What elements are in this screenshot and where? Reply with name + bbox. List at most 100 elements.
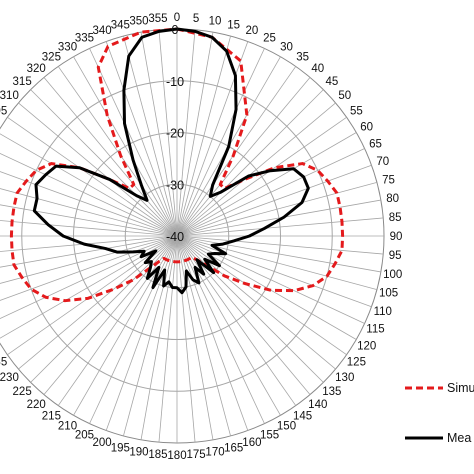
- polar-grid: [0, 28, 385, 444]
- grid-spoke: [176, 41, 249, 237]
- grid-spoke: [176, 235, 347, 356]
- angle-tick-label: 60: [360, 122, 373, 134]
- angle-tick-label: 10: [209, 15, 222, 27]
- legend-label-1: Simu: [447, 381, 474, 395]
- grid-spoke: [176, 32, 214, 237]
- angle-tick-label: 85: [389, 212, 402, 224]
- angle-tick-label: 190: [129, 447, 148, 459]
- angle-tick-label: 145: [293, 410, 312, 422]
- angle-tick-label: 90: [390, 231, 403, 243]
- angle-tick-label: 340: [93, 25, 112, 37]
- angle-tick-label: 35: [296, 52, 309, 64]
- radial-tick-label: -30: [166, 178, 184, 192]
- grid-spoke: [0, 133, 178, 237]
- grid-spoke: [7, 116, 178, 237]
- angle-tick-label: 170: [205, 447, 224, 459]
- angle-tick-label: 305: [0, 105, 7, 117]
- grid-spoke: [73, 56, 178, 237]
- grid-spoke: [30, 89, 178, 237]
- grid-spoke: [140, 32, 178, 237]
- grid-spoke: [30, 235, 178, 383]
- angle-tick-label: 160: [242, 437, 261, 449]
- grid-spoke: [0, 235, 178, 268]
- series-line-1: [9, 27, 345, 303]
- grid-spoke: [0, 220, 178, 237]
- grid-spoke: [176, 199, 381, 237]
- grid-spoke: [176, 235, 249, 431]
- angle-tick-label: 325: [42, 52, 61, 64]
- angle-tick-label: 335: [75, 33, 94, 45]
- angle-tick-label: 355: [148, 13, 167, 25]
- angle-tick-label: 200: [93, 437, 112, 449]
- angle-tick-label: 5: [193, 13, 199, 25]
- grid-spoke: [0, 204, 178, 237]
- angle-tick-label: 155: [260, 429, 279, 441]
- angle-tick-label: 30: [280, 41, 293, 53]
- grid-spoke: [176, 235, 365, 324]
- radial-tick-label: -40: [166, 230, 184, 244]
- angle-tick-label: 185: [148, 449, 167, 461]
- grid-spoke: [176, 48, 265, 237]
- grid-spoke: [176, 35, 231, 237]
- grid-spoke: [176, 77, 311, 237]
- series-line-2: [32, 27, 310, 295]
- angle-tick-label: 15: [227, 19, 240, 31]
- legend-label-2: Mea: [447, 431, 471, 445]
- angle-tick-label: 230: [0, 372, 19, 384]
- angle-tick-label: 25: [263, 33, 276, 45]
- angle-tick-label: 150: [277, 421, 296, 433]
- angle-tick-label: 225: [13, 386, 32, 398]
- angle-tick-label: 115: [366, 324, 384, 336]
- grid-spoke: [176, 182, 378, 237]
- radial-tick-label: -10: [166, 75, 184, 89]
- grid-spoke: [18, 102, 178, 237]
- grid-spoke: [0, 235, 178, 284]
- angle-tick-label: 105: [379, 288, 398, 300]
- angle-tick-label: 235: [0, 357, 7, 369]
- angle-tick-label: 180: [167, 450, 186, 462]
- grid-spoke: [176, 29, 196, 237]
- grid-spoke: [158, 235, 178, 443]
- angle-tick-label: 220: [27, 399, 46, 411]
- grid-spoke: [0, 171, 178, 237]
- grid-spoke: [57, 66, 178, 237]
- radial-tick-label: -20: [166, 127, 184, 141]
- grid-spoke: [176, 102, 336, 237]
- grid-spoke: [0, 188, 178, 237]
- grid-spoke: [43, 77, 178, 237]
- grid-spoke: [176, 164, 372, 237]
- angle-tick-label: 80: [386, 193, 399, 205]
- angle-tick-label: 20: [246, 25, 259, 37]
- grid-spoke: [176, 235, 381, 273]
- grid-spoke: [158, 29, 178, 237]
- angle-tick-label: 175: [186, 449, 205, 461]
- radial-tick-label: 0: [172, 23, 179, 37]
- angle-tick-label: 215: [42, 410, 61, 422]
- grid-spoke: [7, 235, 178, 356]
- angle-tick-label: 140: [308, 399, 327, 411]
- grid-spoke: [176, 132, 357, 237]
- grid-spoke: [43, 235, 178, 395]
- grid-spoke: [123, 235, 178, 437]
- grid-spoke: [176, 235, 372, 308]
- angle-tick-label: 70: [376, 156, 389, 168]
- angle-tick-label: 135: [322, 386, 341, 398]
- angle-tick-label: 40: [311, 63, 324, 75]
- angle-tick-label: 65: [369, 138, 382, 150]
- grid-spoke: [105, 235, 178, 431]
- grid-spoke: [0, 153, 178, 237]
- grid-spoke: [73, 235, 178, 416]
- grid-spoke: [176, 235, 265, 424]
- grid-spoke: [176, 235, 281, 416]
- angle-tick-label: 125: [347, 357, 366, 369]
- grid-spoke: [123, 35, 178, 237]
- grid-spoke: [89, 48, 178, 237]
- angle-tick-label: 110: [374, 306, 392, 318]
- grid-spoke: [0, 235, 178, 301]
- grid-spoke: [176, 116, 347, 237]
- grid-spoke: [176, 235, 324, 383]
- grid-spoke: [176, 148, 365, 237]
- grid-spoke: [89, 235, 178, 424]
- grid-spoke: [176, 89, 324, 237]
